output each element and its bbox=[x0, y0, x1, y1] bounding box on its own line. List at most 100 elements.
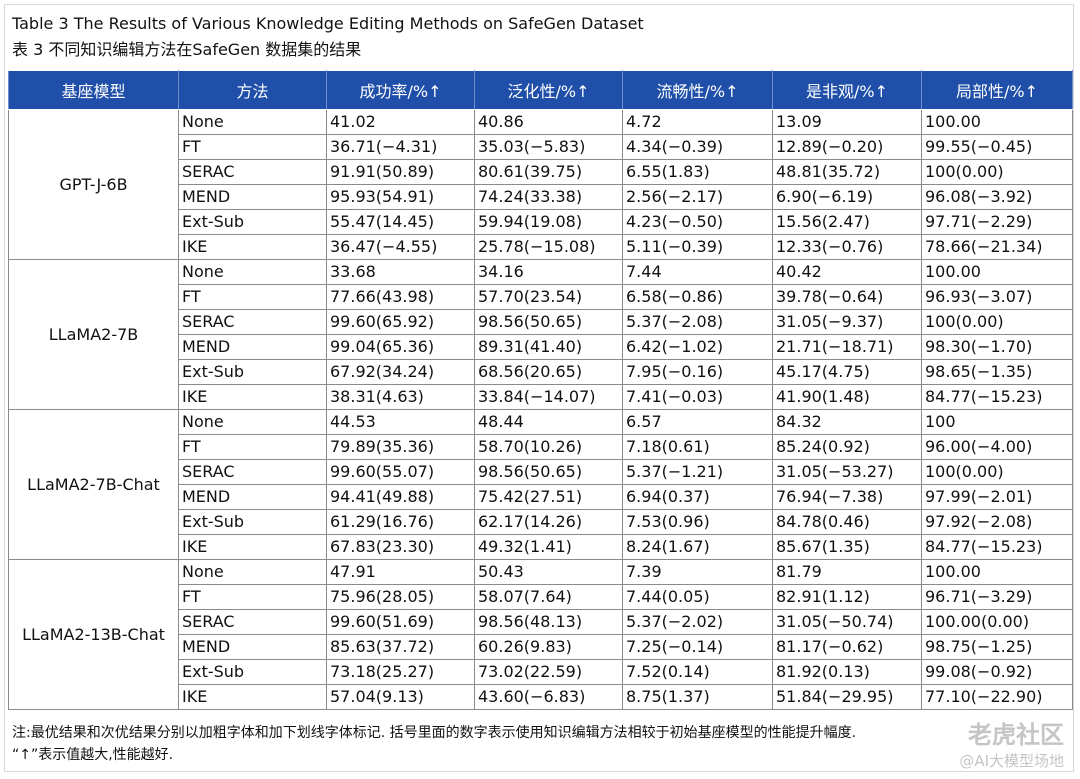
header-row: 基座模型 方法 成功率/%↑ 泛化性/%↑ 流畅性/%↑ 是非观/%↑ 局部性/… bbox=[8, 70, 1073, 110]
method-cell: IKE bbox=[178, 684, 327, 710]
value-cell: 40.86 bbox=[474, 109, 623, 135]
value-cell: 49.32(1.41) bbox=[474, 534, 623, 560]
value-cell: 7.25(−0.14) bbox=[622, 634, 773, 660]
value-cell: 38.31(4.63) bbox=[326, 384, 475, 410]
value-cell: 5.37(−2.08) bbox=[622, 309, 773, 335]
value-cell: 95.93(54.91) bbox=[326, 184, 475, 210]
value-cell: 99.60(51.69) bbox=[326, 609, 475, 635]
value-cell: 31.05(−53.27) bbox=[772, 459, 922, 485]
value-cell: 8.24(1.67) bbox=[622, 534, 773, 560]
table-row: SERAC 99.60(65.92) 98.56(50.65) 5.37(−2.08)… bbox=[9, 309, 1073, 335]
note-line-1: 注:最优结果和次优结果分别以加粗字体和加下划线字体标记. 括号里面的数字表示使用… bbox=[12, 725, 857, 741]
results-table: 基座模型 方法 成功率/%↑ 泛化性/%↑ 流畅性/%↑ 是非观/%↑ 局部性/… bbox=[8, 70, 1073, 710]
table-row: FT 75.96(28.05) 58.07(7.64) 7.44(0.05) 82.91… bbox=[9, 584, 1073, 610]
value-cell: 43.60(−6.83) bbox=[474, 684, 623, 710]
table-row: MEND 85.63(37.72) 60.26(9.83) 7.25(−0.14) 81… bbox=[9, 634, 1073, 660]
value-cell: 73.18(25.27) bbox=[326, 659, 475, 685]
value-cell: 35.03(−5.83) bbox=[474, 134, 623, 160]
value-cell: 99.60(55.07) bbox=[326, 459, 475, 485]
value-cell: 6.42(−1.02) bbox=[622, 334, 773, 360]
table-caption-en: Table 3 The Results of Various Knowledge… bbox=[12, 14, 644, 33]
value-cell: 77.10(−22.90) bbox=[921, 684, 1073, 710]
value-cell: 40.42 bbox=[772, 259, 922, 285]
value-cell: 57.04(9.13) bbox=[326, 684, 475, 710]
value-cell: 7.53(0.96) bbox=[622, 509, 773, 535]
value-cell: 21.71(−18.71) bbox=[772, 334, 922, 360]
value-cell: 7.41(−0.03) bbox=[622, 384, 773, 410]
value-cell: 79.89(35.36) bbox=[326, 434, 475, 460]
table-row: SERAC 99.60(51.69) 98.56(48.13) 5.37(−2.02)… bbox=[9, 609, 1073, 635]
value-cell: 7.52(0.14) bbox=[622, 659, 773, 685]
value-cell: 81.79 bbox=[772, 559, 922, 585]
value-cell: 100 bbox=[921, 409, 1073, 435]
method-cell: SERAC bbox=[178, 609, 327, 635]
value-cell: 81.92(0.13) bbox=[772, 659, 922, 685]
method-cell: None bbox=[178, 559, 327, 585]
table-row: MEND 99.04(65.36) 89.31(41.40) 6.42(−1.02) 2… bbox=[9, 334, 1073, 360]
value-cell: 51.84(−29.95) bbox=[772, 684, 922, 710]
value-cell: 97.71(−2.29) bbox=[921, 209, 1073, 235]
value-cell: 7.95(−0.16) bbox=[622, 359, 773, 385]
value-cell: 75.96(28.05) bbox=[326, 584, 475, 610]
value-cell: 97.99(−2.01) bbox=[921, 484, 1073, 510]
value-cell: 50.43 bbox=[474, 559, 623, 585]
value-cell: 96.93(−3.07) bbox=[921, 284, 1073, 310]
col-header-success: 成功率/%↑ bbox=[326, 70, 475, 110]
value-cell: 77.66(43.98) bbox=[326, 284, 475, 310]
table-row: IKE 38.31(4.63) 33.84(−14.07) 7.41(−0.03) 41… bbox=[9, 384, 1073, 410]
value-cell: 36.47(−4.55) bbox=[326, 234, 475, 260]
value-cell: 60.26(9.83) bbox=[474, 634, 623, 660]
value-cell: 94.41(49.88) bbox=[326, 484, 475, 510]
method-cell: Ext-Sub bbox=[178, 509, 327, 535]
value-cell: 85.67(1.35) bbox=[772, 534, 922, 560]
method-cell: SERAC bbox=[178, 309, 327, 335]
value-cell: 58.70(10.26) bbox=[474, 434, 623, 460]
method-cell: IKE bbox=[178, 534, 327, 560]
method-cell: SERAC bbox=[178, 459, 327, 485]
value-cell: 31.05(−9.37) bbox=[772, 309, 922, 335]
value-cell: 48.44 bbox=[474, 409, 623, 435]
table-row: MEND 94.41(49.88) 75.42(27.51) 6.94(0.37) 76… bbox=[9, 484, 1073, 510]
value-cell: 15.56(2.47) bbox=[772, 209, 922, 235]
value-cell: 80.61(39.75) bbox=[474, 159, 623, 185]
value-cell: 100(0.00) bbox=[921, 159, 1073, 185]
value-cell: 89.31(41.40) bbox=[474, 334, 623, 360]
value-cell: 96.71(−3.29) bbox=[921, 584, 1073, 610]
table-row: SERAC 99.60(55.07) 98.56(50.65) 5.37(−1.21)… bbox=[9, 459, 1073, 485]
value-cell: 58.07(7.64) bbox=[474, 584, 623, 610]
value-cell: 97.92(−2.08) bbox=[921, 509, 1073, 535]
value-cell: 12.33(−0.76) bbox=[772, 234, 922, 260]
value-cell: 99.55(−0.45) bbox=[921, 134, 1073, 160]
method-cell: MEND bbox=[178, 334, 327, 360]
value-cell: 96.08(−3.92) bbox=[921, 184, 1073, 210]
table-row: FT 77.66(43.98) 57.70(23.54) 6.58(−0.86) 39.… bbox=[9, 284, 1073, 310]
value-cell: 4.34(−0.39) bbox=[622, 134, 773, 160]
table-row: GPT-J-6B None 41.02 40.86 4.72 13.09 100.00 bbox=[8, 109, 1073, 260]
value-cell: 7.44 bbox=[622, 259, 773, 285]
table-row: Ext-Sub 55.47(14.45) 59.94(19.08) 4.23(−0.5… bbox=[9, 209, 1073, 235]
method-cell: MEND bbox=[178, 484, 327, 510]
value-cell: 6.57 bbox=[622, 409, 773, 435]
method-cell: Ext-Sub bbox=[178, 209, 327, 235]
value-cell: 13.09 bbox=[772, 109, 922, 135]
value-cell: 45.17(4.75) bbox=[772, 359, 922, 385]
value-cell: 62.17(14.26) bbox=[474, 509, 623, 535]
value-cell: 84.77(−15.23) bbox=[921, 534, 1073, 560]
value-cell: 12.89(−0.20) bbox=[772, 134, 922, 160]
value-cell: 7.18(0.61) bbox=[622, 434, 773, 460]
value-cell: 5.11(−0.39) bbox=[622, 234, 773, 260]
method-cell: FT bbox=[178, 134, 327, 160]
value-cell: 2.56(−2.17) bbox=[622, 184, 773, 210]
value-cell: 55.47(14.45) bbox=[326, 209, 475, 235]
table-row: MEND 95.93(54.91) 74.24(33.38) 2.56(−2.17) 6… bbox=[9, 184, 1073, 210]
value-cell: 78.66(−21.34) bbox=[921, 234, 1073, 260]
value-cell: 41.02 bbox=[326, 109, 475, 135]
col-header-generalization: 泛化性/%↑ bbox=[474, 70, 623, 110]
value-cell: 6.58(−0.86) bbox=[622, 284, 773, 310]
value-cell: 100.00 bbox=[921, 109, 1073, 135]
table-row: IKE 67.83(23.30) 49.32(1.41) 8.24(1.67) 85.6… bbox=[9, 534, 1073, 560]
value-cell: 84.77(−15.23) bbox=[921, 384, 1073, 410]
value-cell: 4.23(−0.50) bbox=[622, 209, 773, 235]
table-row: LLaMA2-13B-Chat None 47.91 50.43 7.39 81.79 10… bbox=[8, 559, 1073, 710]
method-cell: MEND bbox=[178, 634, 327, 660]
